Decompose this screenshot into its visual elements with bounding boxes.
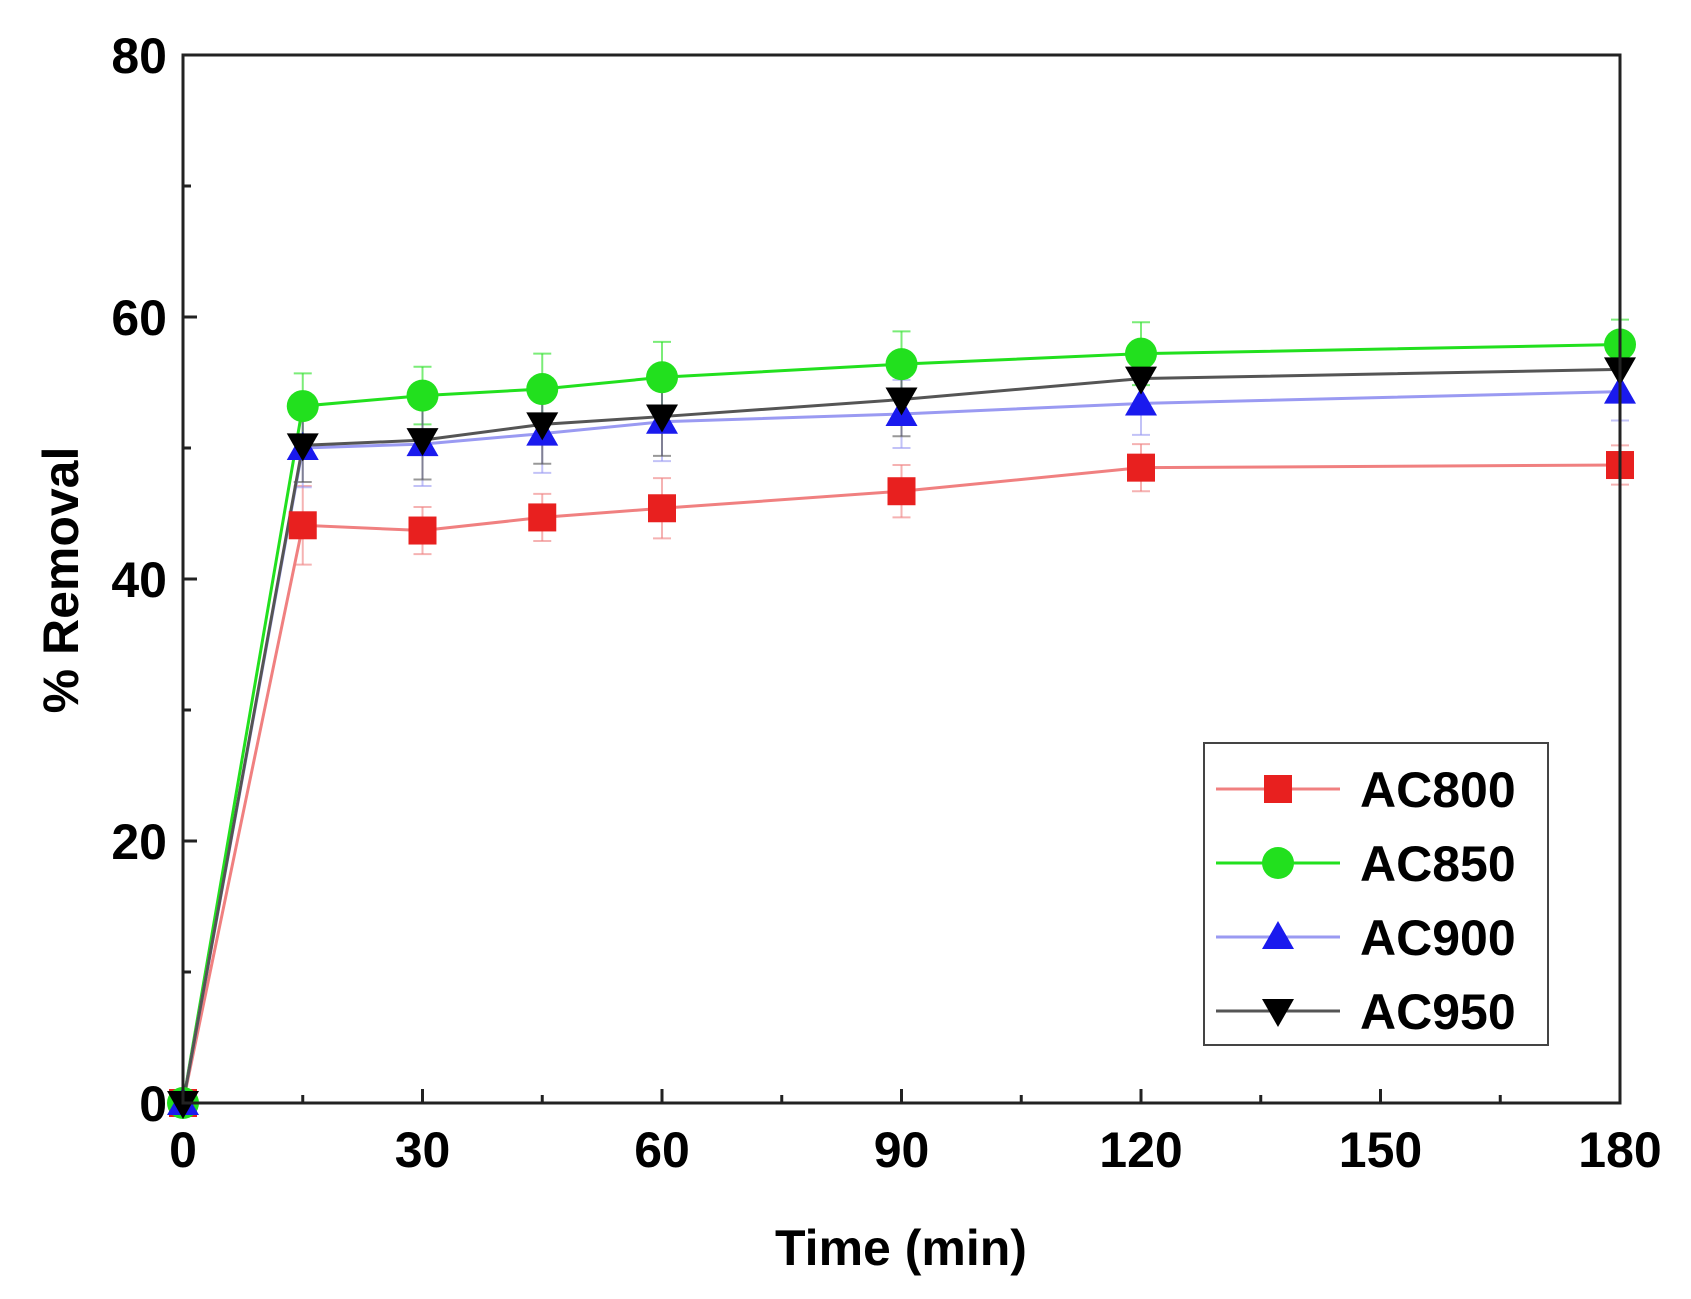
data-point-ac800 <box>288 511 317 540</box>
x-tick-label: 180 <box>1578 1122 1661 1178</box>
legend-label-ac850: AC850 <box>1360 836 1516 892</box>
data-point-ac800 <box>887 477 916 506</box>
y-tick-label: 80 <box>111 28 167 84</box>
legend-box <box>1203 742 1549 1046</box>
legend-marker-ac950 <box>1262 999 1294 1027</box>
data-point-ac950 <box>885 387 918 416</box>
x-tick-label: 0 <box>169 1122 197 1178</box>
legend-marker-ac850 <box>1262 847 1294 879</box>
series-lines-layer <box>181 343 1621 1104</box>
legend: AC800 AC850 AC900 AC950 <box>1203 742 1549 1046</box>
data-point-ac800 <box>648 494 676 523</box>
data-point-ac950 <box>1125 366 1157 395</box>
y-axis-title: % Removal <box>33 447 89 714</box>
y-tick-label: 20 <box>111 814 167 870</box>
series-line-ac900 <box>181 390 1621 1104</box>
legend-label-ac800: AC800 <box>1360 762 1516 818</box>
legend-marker-ac900 <box>1262 921 1294 949</box>
axis-tick-labels: 0 30 60 90 120 150 180 0 20 40 60 80 <box>111 28 1661 1178</box>
data-point-ac850 <box>406 379 439 412</box>
data-point-ac950 <box>646 404 678 433</box>
data-point-ac950 <box>167 1091 199 1119</box>
data-point-ac850 <box>646 361 678 394</box>
series-line-ac800 <box>181 463 1621 1104</box>
legend-marker-ac800 <box>1264 775 1292 803</box>
data-point-ac950 <box>406 428 439 457</box>
data-point-ac850 <box>1125 337 1157 370</box>
axis-ticks <box>181 53 1622 1105</box>
error-bars-layer <box>293 318 1629 566</box>
x-tick-label: 120 <box>1099 1122 1182 1178</box>
series-line-ac950 <box>181 367 1621 1104</box>
data-point-ac900 <box>1125 387 1157 416</box>
legend-label-ac950: AC950 <box>1360 984 1516 1040</box>
data-point-ac950 <box>526 412 559 441</box>
data-point-ac850 <box>526 373 559 406</box>
legend-label-ac900: AC900 <box>1360 910 1516 966</box>
data-point-ac950 <box>286 433 319 462</box>
data-point-ac800 <box>1127 453 1155 482</box>
series-line-ac850 <box>181 343 1621 1104</box>
y-tick-label: 60 <box>111 290 167 346</box>
data-point-ac800 <box>408 516 437 545</box>
x-tick-label: 60 <box>634 1122 690 1178</box>
x-tick-label: 30 <box>395 1122 451 1178</box>
data-point-ac850 <box>885 348 918 381</box>
y-tick-label: 0 <box>139 1076 167 1132</box>
data-point-ac800 <box>528 503 557 532</box>
data-point-ac850 <box>286 390 319 423</box>
x-tick-label: 90 <box>874 1122 930 1178</box>
x-tick-label: 150 <box>1339 1122 1422 1178</box>
y-tick-label: 40 <box>111 552 167 608</box>
x-axis-title: Time (min) <box>775 1220 1027 1276</box>
